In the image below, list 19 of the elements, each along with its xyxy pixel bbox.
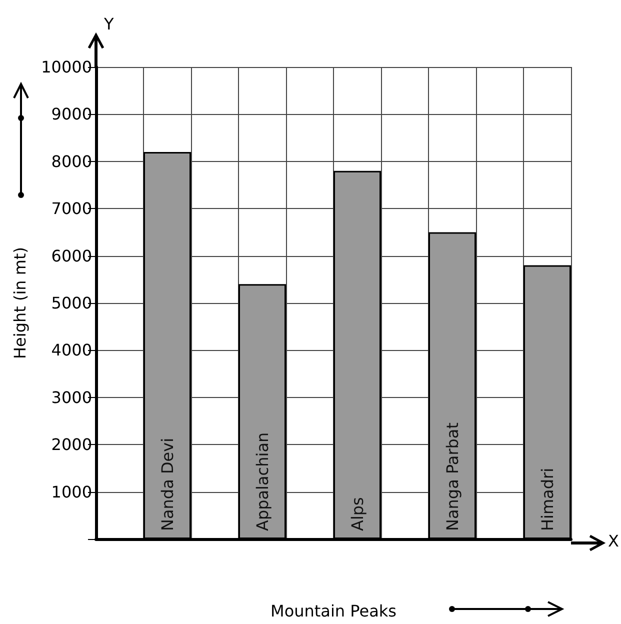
y-tick-label: 6000 [51, 246, 92, 266]
x-tick-label: Appalachian [252, 432, 272, 531]
text: Y [103, 14, 114, 34]
y-tick-label: 10000 [41, 58, 92, 76]
y-tick-label: 8000 [51, 152, 92, 171]
x-tick-label: Alps [348, 497, 367, 531]
x-tick-label: Nanda Devi [158, 438, 177, 531]
text: X [608, 532, 619, 550]
y-tick-label: 3000 [51, 388, 92, 407]
x-axis-title: Mountain Peaks [270, 602, 396, 620]
y-tick-label: 2000 [51, 435, 92, 454]
y-tick-label: 7000 [51, 199, 92, 218]
x-tick-label: Nanga Parbat [442, 422, 462, 531]
y-tick-label: 1000 [51, 482, 92, 502]
y-tick-label: 9000 [51, 104, 92, 124]
x-tick-label: Himadri [538, 468, 557, 531]
y-tick-label: 4000 [51, 340, 92, 360]
y-tick-label: 5000 [51, 294, 92, 312]
y-axis-title: Height (in mt) [10, 247, 30, 359]
